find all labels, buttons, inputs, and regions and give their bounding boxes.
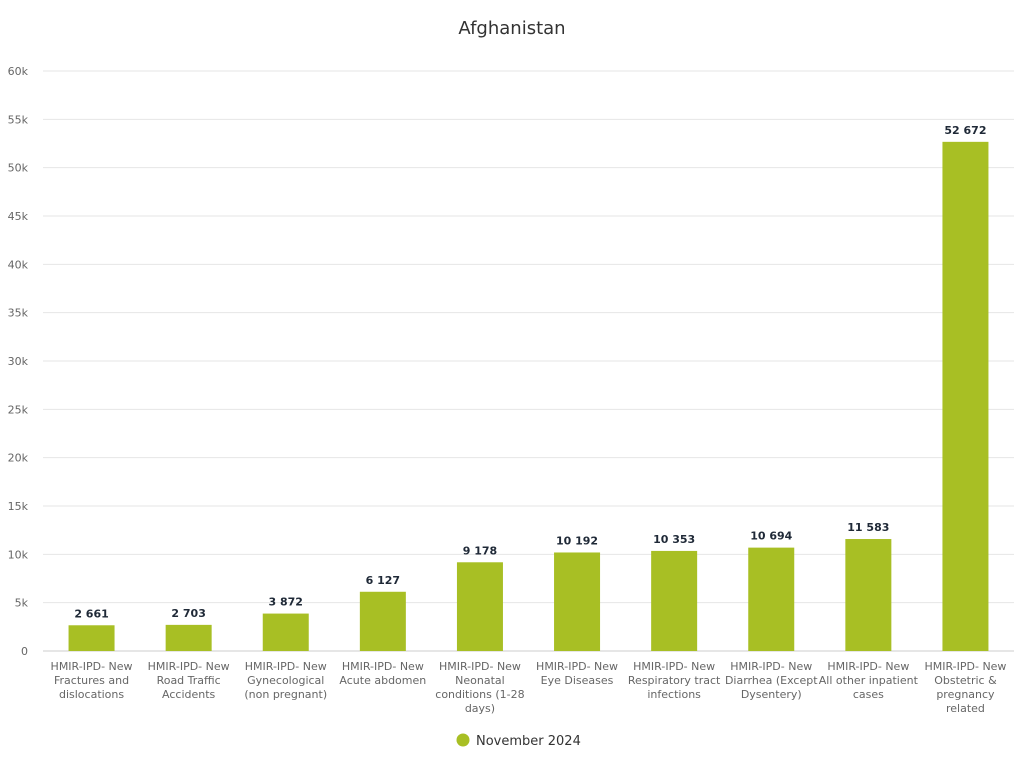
y-tick-label: 45k (8, 210, 29, 223)
y-tick-label: 35k (8, 307, 29, 320)
y-tick-label: 40k (8, 258, 29, 271)
legend-marker (456, 733, 470, 747)
bar[interactable] (68, 625, 115, 651)
x-tick-label: HMIR-IPD- New Eye Diseases (536, 660, 618, 687)
x-tick-label: HMIR-IPD- New Road Traffic Accidents (148, 660, 230, 701)
data-label: 10 192 (556, 534, 598, 547)
data-label: 3 872 (269, 596, 303, 609)
data-label: 2 703 (171, 607, 205, 620)
bars-layer (68, 141, 989, 651)
legend-label: November 2024 (476, 734, 581, 749)
x-tick-label: HMIR-IPD- New Obstetric & pregnancy related (924, 660, 1006, 715)
x-axis: HMIR-IPD- New Fractures and dislocations HM… (51, 660, 1007, 715)
bar[interactable] (165, 624, 212, 651)
x-tick-label: HMIR-IPD- New Respiratory tract infections (628, 660, 721, 701)
data-label: 10 353 (653, 533, 695, 546)
y-axis: 0 5k 10k 15k 20k 25k 30k 35k 40k 45k 50k 55k 60k (8, 65, 29, 658)
data-label: 9 178 (463, 544, 497, 557)
bar[interactable] (651, 550, 698, 651)
x-tick-label: HMIR-IPD- New Neonatal conditions (1-28 day… (435, 660, 524, 715)
y-tick-label: 15k (8, 500, 29, 513)
data-label: 2 661 (74, 607, 108, 620)
bar[interactable] (942, 141, 989, 651)
bar[interactable] (456, 562, 503, 651)
y-tick-label: 60k (8, 65, 29, 78)
chart-title: Afghanistan (458, 18, 565, 39)
data-label: 52 672 (944, 124, 986, 137)
bar[interactable] (748, 547, 795, 651)
y-tick-label: 0 (21, 645, 28, 658)
y-tick-label: 20k (8, 452, 29, 465)
x-tick-label: HMIR-IPD- New Diarrhea (Except Dysentery) (725, 660, 818, 701)
x-tick-label: HMIR-IPD- New Acute abdomen (339, 660, 426, 687)
x-tick-label: HMIR-IPD- New All other inpatient cases (819, 660, 919, 701)
data-label: 10 694 (750, 530, 792, 543)
bar[interactable] (359, 591, 406, 651)
bar[interactable] (845, 539, 892, 651)
y-tick-label: 10k (8, 548, 29, 561)
x-tick-label: HMIR-IPD- New Fractures and dislocations (51, 660, 133, 701)
x-tick-label: HMIR-IPD- New Gynecological (non pregnant) (244, 660, 327, 701)
y-tick-label: 25k (8, 403, 29, 416)
bar[interactable] (554, 552, 601, 651)
bar[interactable] (262, 613, 309, 651)
y-tick-label: 50k (8, 162, 29, 175)
data-label: 6 127 (366, 574, 400, 587)
y-tick-label: 5k (15, 597, 29, 610)
y-tick-label: 30k (8, 355, 29, 368)
y-tick-label: 55k (8, 113, 29, 126)
legend[interactable]: November 2024 (456, 733, 581, 750)
data-labels-layer: 2 661 2 703 3 872 6 127 9 178 10 192 10 353 10 … (74, 124, 986, 620)
data-label: 11 583 (847, 521, 889, 534)
